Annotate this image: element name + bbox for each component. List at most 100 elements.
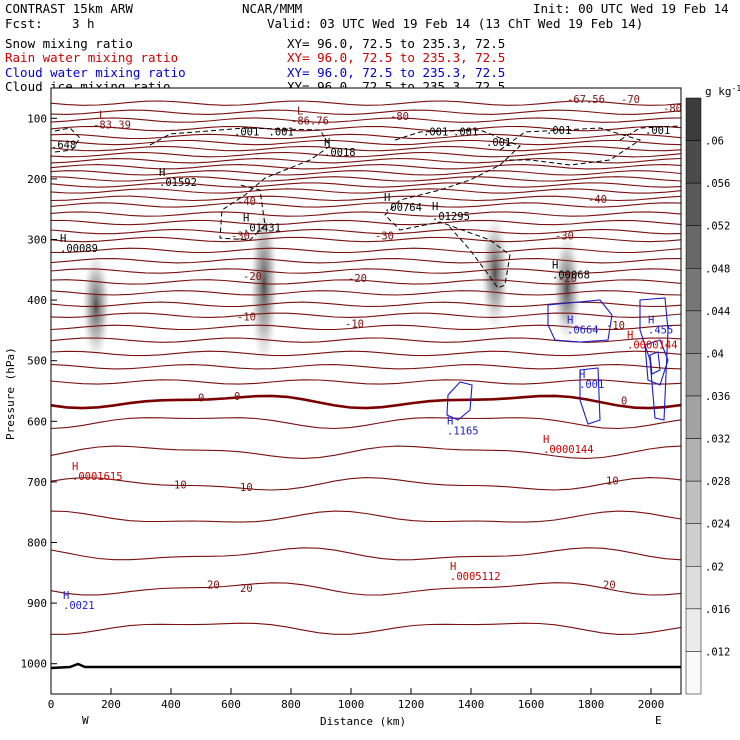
temperature-label-22: 10	[606, 475, 619, 487]
isotherm-21	[50, 258, 682, 264]
snow-max-label-2: .00764	[384, 202, 422, 214]
temperature-label-5: -80	[663, 103, 682, 115]
isotherm-10	[50, 170, 682, 176]
colorbar-level-6: .036	[705, 391, 730, 403]
isotherm-9	[50, 164, 682, 170]
colorbar-level-11: .016	[705, 604, 730, 616]
temperature-label-24: 20	[240, 583, 253, 595]
isotherm-32	[50, 394, 682, 410]
snow-max-label-3: .01295	[432, 211, 470, 223]
rain-max-label-1: .0000144	[543, 444, 594, 456]
valid-time: Valid: 03 UTC Wed 19 Feb 14 (13 ChT Wed …	[267, 16, 643, 31]
plot-area: L-83.39L-86.76-67.56 -70-80-80-40 -40-30 -3…	[50, 87, 682, 695]
run-title: CONTRAST 15km ARW	[5, 1, 133, 16]
isotherm-13	[50, 188, 682, 194]
temperature-label-25: 20	[603, 580, 616, 592]
isotherm-38	[50, 582, 682, 596]
y-tick-label-100: 100	[27, 112, 47, 125]
colorbar-swatch-6	[685, 353, 702, 397]
cloud-water-contour-2	[644, 339, 669, 386]
isotherm-35	[50, 477, 682, 491]
y-tick-label-300: 300	[27, 234, 47, 247]
temperature-label-7: -40	[588, 194, 607, 206]
x-tick-label-200: 200	[101, 698, 121, 711]
cloud-water-max-marker-4: H	[63, 590, 69, 602]
temperature-extreme-1: L	[297, 105, 303, 117]
x-tick-label-2000: 2000	[638, 698, 665, 711]
isotherm-14	[50, 195, 682, 202]
cloud-water-max-marker-1: H	[648, 314, 654, 326]
cloud-ice-contour-0	[54, 127, 81, 153]
temperature-label-14: -10	[237, 312, 256, 324]
rain-max-label-2: .0001615	[72, 471, 123, 483]
cloud-ice-label-1: .001	[269, 126, 294, 138]
cloud-water-contour-0	[547, 299, 613, 343]
field-snow-xy: XY= 96.0, 72.5 to 235.3, 72.5	[287, 36, 505, 51]
colorbar-level-4: .044	[705, 306, 730, 318]
colorbar-swatch-2	[685, 182, 702, 226]
isotherm-23	[50, 279, 682, 285]
rain-max-marker-2: H	[72, 461, 78, 473]
isotherm-36	[50, 510, 682, 523]
isotherm-15	[50, 202, 682, 208]
axes: 0 200 400 600 800 1000 1200 1400 1600 1800 2000100…	[21, 112, 665, 711]
temperature-label-13: -20	[558, 273, 577, 285]
snow-shade-1	[481, 215, 509, 331]
isotherm-11	[50, 176, 682, 182]
temperature-label-20: 10	[174, 480, 187, 492]
colorbar-swatch-11	[685, 566, 702, 610]
isotherm-30	[50, 364, 682, 370]
isotherm-6	[50, 145, 682, 152]
colorbar-level-5: .04	[705, 348, 724, 360]
cloud-water-max-marker-2: H	[579, 369, 585, 381]
temperature-label-21: 10	[240, 482, 253, 494]
temperature-label-3: -70	[621, 94, 640, 106]
cloud-water-contour-5	[446, 381, 473, 421]
temperature-label-0: -83.39	[93, 120, 131, 132]
snow-max-label-5: .00089	[60, 243, 98, 255]
cloud-ice-label-2: .001	[423, 126, 448, 138]
snow-max-marker-2: H	[384, 192, 390, 204]
cloud-ice-contours	[54, 125, 682, 289]
colorbar-swatch-0	[685, 97, 702, 141]
temperature-label-10: -30	[555, 231, 574, 243]
y-tick-label-1000: 1000	[21, 658, 48, 671]
isotherm-31	[50, 379, 682, 385]
rain-max-label-0: .0000144	[627, 340, 678, 352]
cloud-water-contour-4	[579, 367, 601, 425]
isotherm-27	[50, 324, 682, 331]
snow-max-marker-0: H	[324, 137, 330, 149]
colorbar-level-0: .06	[705, 136, 724, 148]
isotherm-24	[50, 290, 682, 296]
cloud-ice-label-4: .001	[486, 137, 511, 149]
field-rain-xy: XY= 96.0, 72.5 to 235.3, 72.5	[287, 50, 505, 65]
isotherm-18	[50, 228, 682, 235]
colorbar-level-2: .052	[705, 221, 730, 233]
temperature-extreme-0: L	[99, 110, 105, 122]
temperature-label-1: -86.76	[291, 115, 329, 127]
y-tick-label-500: 500	[27, 355, 47, 368]
cloud-water-contours	[446, 297, 669, 425]
colorbar-level-8: .028	[705, 476, 730, 488]
field-cloudwater-xy: XY= 96.0, 72.5 to 235.3, 72.5	[287, 65, 505, 80]
cloud-ice-label-7: .648	[51, 140, 76, 152]
isotherm-34	[50, 445, 682, 459]
colorbar-level-10: .02	[705, 561, 724, 573]
y-axis-title: Pressure (hPa)	[4, 347, 17, 440]
y-tick-label-400: 400	[27, 294, 47, 307]
colorbar-swatch-4	[685, 268, 702, 312]
isotherm-3	[50, 125, 682, 132]
field-rain-name: Rain water mixing ratio	[5, 50, 178, 65]
isotherm-1	[50, 109, 682, 115]
colorbar-swatch-1	[685, 140, 702, 184]
colorbar-level-7: .032	[705, 434, 730, 446]
plot-frame	[50, 87, 682, 695]
x-axis-title: Distance (km)	[320, 715, 406, 728]
snow-max-label-0: .0018	[324, 147, 356, 159]
colorbar-level-3: .048	[705, 263, 730, 275]
temperature-label-9: -30	[375, 231, 394, 243]
y-tick-label-900: 900	[27, 597, 47, 610]
snow-max-label-4: .01431	[243, 223, 281, 235]
temperature-label-23: 20	[207, 580, 220, 592]
snow-max-marker-1: H	[159, 167, 165, 179]
